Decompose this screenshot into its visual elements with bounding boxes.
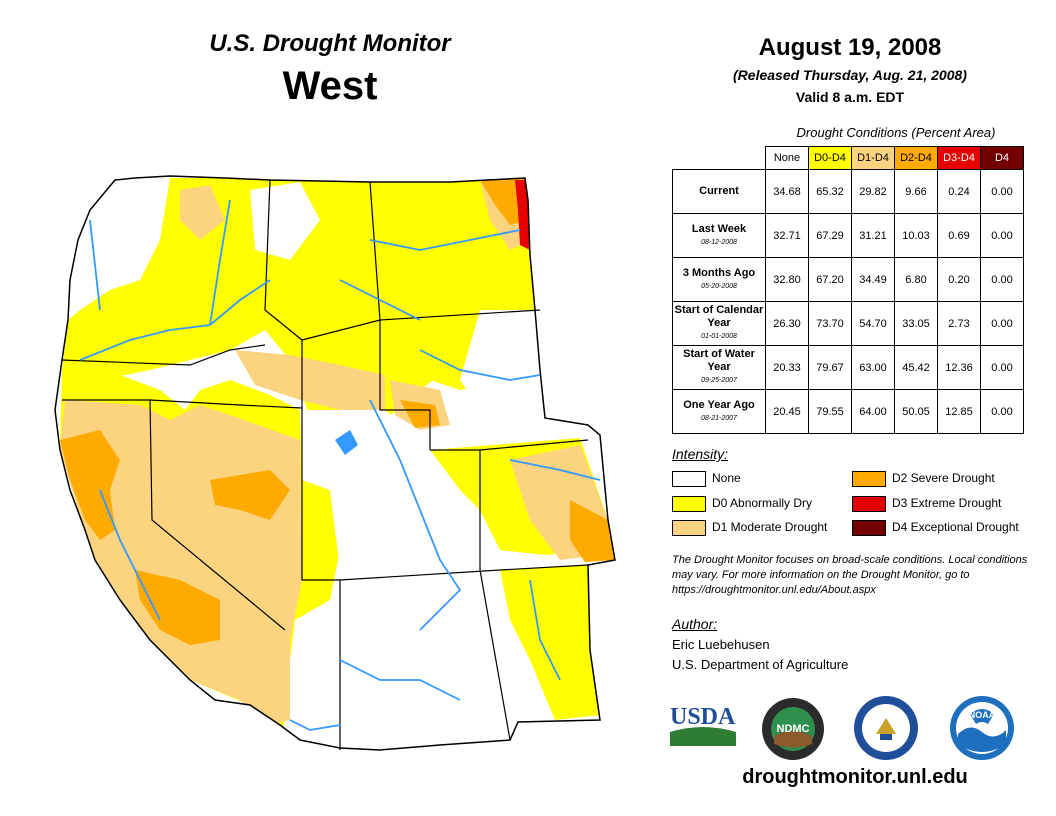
table-header-row: None D0-D4 D1-D4 D2-D4 D3-D4 D4 — [673, 146, 1024, 170]
row-label: Start of Calendar Year — [674, 304, 764, 329]
conditions-table: None D0-D4 D1-D4 D2-D4 D3-D4 D4 Current … — [672, 146, 1024, 434]
table-cell: 32.71 — [765, 213, 809, 258]
table-cell: 0.00 — [980, 389, 1024, 434]
legend-item-d1: D1 Moderate Drought — [672, 520, 827, 536]
row-date: 05-20-2008 — [701, 282, 737, 290]
row-date: 08-21-2007 — [701, 414, 737, 422]
table-cell: 0.00 — [980, 301, 1024, 346]
row-date: 08-12-2008 — [701, 238, 737, 246]
legend-label: D3 Extreme Drought — [892, 496, 1002, 511]
table-cell: 0.69 — [937, 213, 981, 258]
row-date: 01-01-2008 — [701, 333, 737, 340]
noaa-logo: NOAA — [950, 696, 1014, 760]
table-cell: 2.73 — [937, 301, 981, 346]
table-cell: 67.20 — [808, 257, 852, 302]
legend-item-d3: D3 Extreme Drought — [852, 496, 1001, 512]
release-date: (Released Thursday, Aug. 21, 2008) — [733, 67, 967, 83]
legend-label: None — [712, 471, 741, 486]
ndmc-logo: NDMC — [762, 698, 824, 760]
usda-logo-text: USDA — [670, 704, 736, 730]
table-row: 3 Months Ago 05-20-2008 32.80 67.20 34.49… — [672, 257, 1024, 302]
col-d4: D4 — [980, 146, 1024, 170]
table-cell: 64.00 — [851, 389, 895, 434]
table-cell: 65.32 — [808, 169, 852, 214]
drought-map — [54, 175, 616, 751]
conditions-title: Drought Conditions (Percent Area) — [796, 125, 996, 140]
legend-item-none: None — [672, 471, 741, 487]
site-url[interactable]: droughtmonitor.unl.edu — [742, 766, 968, 788]
table-cell: 20.45 — [765, 389, 809, 434]
author-heading: Author: — [672, 616, 718, 632]
col-d1-d4: D1-D4 — [851, 146, 895, 170]
table-cell: 34.49 — [851, 257, 895, 302]
table-cell: 45.42 — [894, 345, 938, 390]
table-row: Current 34.68 65.32 29.82 9.66 0.24 0.00 — [672, 169, 1024, 214]
table-cell: 0.00 — [980, 257, 1024, 302]
table-row: One Year Ago 08-21-2007 20.45 79.55 64.00… — [672, 389, 1024, 434]
table-cell: 54.70 — [851, 301, 895, 346]
table-cell: 67.29 — [808, 213, 852, 258]
table-cell: 12.85 — [937, 389, 981, 434]
col-d3-d4: D3-D4 — [937, 146, 981, 170]
row-label: 3 Months Ago — [682, 266, 756, 279]
row-label: Last Week — [691, 222, 747, 235]
legend-label: D2 Severe Drought — [892, 471, 995, 486]
table-cell: 12.36 — [937, 345, 981, 390]
legend-swatch — [852, 520, 886, 536]
table-row: Start of Water Year 09-25-2007 20.33 79.6… — [672, 345, 1024, 390]
legend-swatch — [672, 496, 706, 512]
legend-label: D0 Abnormally Dry — [712, 496, 813, 511]
table-cell: 33.05 — [894, 301, 938, 346]
usda-logo: USDA — [670, 704, 736, 746]
table-cell: 9.66 — [894, 169, 938, 214]
legend-swatch — [852, 471, 886, 487]
legend-item-d4: D4 Exceptional Drought — [852, 520, 1019, 536]
noaa-logo-text: NOAA — [969, 710, 996, 720]
row-date: 09-25-2007 — [701, 377, 737, 384]
legend-swatch — [672, 520, 706, 536]
ndmc-logo-text: NDMC — [777, 723, 810, 735]
table-row: Last Week 08-12-2008 32.71 67.29 31.21 10… — [672, 213, 1024, 258]
legend-label: D4 Exceptional Drought — [892, 520, 1019, 535]
col-none: None — [765, 146, 809, 170]
author-name: Eric Luebehusen — [672, 637, 770, 652]
table-cell: 26.30 — [765, 301, 809, 346]
table-cell: 6.80 — [894, 257, 938, 302]
row-label: One Year Ago — [683, 398, 755, 411]
table-cell: 0.00 — [980, 169, 1024, 214]
table-cell: 0.00 — [980, 213, 1024, 258]
table-cell: 50.05 — [894, 389, 938, 434]
table-cell: 73.70 — [808, 301, 852, 346]
table-cell: 63.00 — [851, 345, 895, 390]
table-row: Start of Calendar Year 01-01-2008 26.30 7… — [672, 301, 1024, 346]
page-title: U.S. Drought Monitor — [209, 30, 451, 57]
col-d2-d4: D2-D4 — [894, 146, 938, 170]
table-cell: 79.55 — [808, 389, 852, 434]
footnote: The Drought Monitor focuses on broad-sca… — [672, 554, 1028, 596]
legend-label: D1 Moderate Drought — [712, 520, 828, 535]
map-date: August 19, 2008 — [758, 34, 942, 61]
row-label: Current — [699, 185, 739, 197]
table-cell: 32.80 — [765, 257, 809, 302]
legend-title: Intensity: — [672, 446, 729, 462]
legend-item-d2: D2 Severe Drought — [852, 471, 995, 487]
col-d0-d4: D0-D4 — [808, 146, 852, 170]
table-cell: 20.33 — [765, 345, 809, 390]
table-cell: 29.82 — [851, 169, 895, 214]
commerce-seal-icon — [854, 696, 918, 760]
valid-time: Valid 8 a.m. EDT — [795, 89, 905, 105]
table-cell: 0.20 — [937, 257, 981, 302]
table-cell: 0.24 — [937, 169, 981, 214]
legend-swatch — [852, 496, 886, 512]
row-label: Start of Water Year — [683, 348, 755, 373]
table-cell: 31.21 — [851, 213, 895, 258]
legend-item-d0: D0 Abnormally Dry — [672, 496, 812, 512]
table-cell: 10.03 — [894, 213, 938, 258]
region-title: West — [282, 64, 378, 108]
legend-swatch — [672, 471, 706, 487]
author-org: U.S. Department of Agriculture — [672, 657, 849, 672]
table-cell: 34.68 — [765, 169, 809, 214]
table-cell: 79.67 — [808, 345, 852, 390]
table-cell: 0.00 — [980, 345, 1024, 390]
